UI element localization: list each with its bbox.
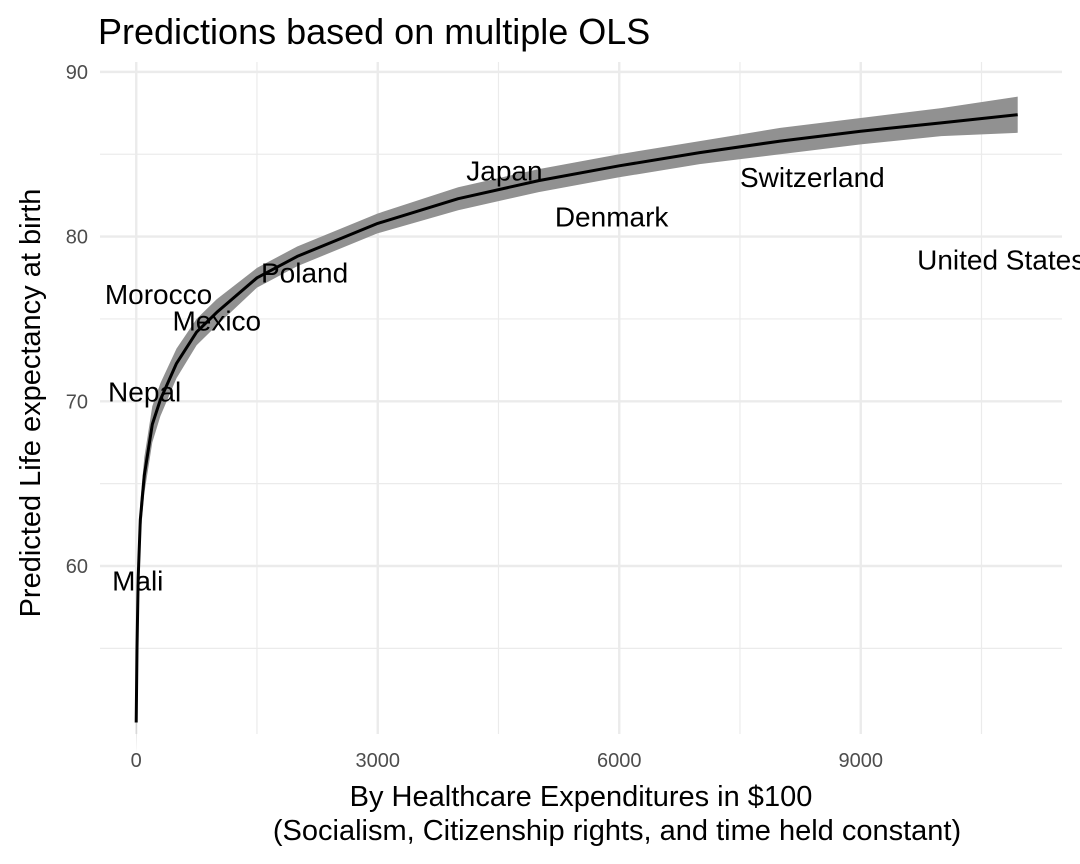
country-label: Switzerland — [740, 162, 885, 193]
y-axis-title: Predicted Life expectancy at birth — [15, 189, 47, 618]
x-axis-title: By Healthcare Expenditures in $100 — [350, 781, 813, 813]
y-tick-label: 60 — [66, 556, 88, 578]
country-label: Morocco — [105, 279, 212, 310]
country-label: United States — [917, 245, 1080, 276]
x-tick-label: 6000 — [597, 750, 642, 772]
country-label: Poland — [261, 258, 348, 289]
x-axis-title-line2: (Socialism, Citizenship rights, and time… — [273, 815, 961, 847]
country-label: Japan — [466, 156, 542, 187]
chart-title: Predictions based on multiple OLS — [98, 11, 650, 52]
y-tick-label: 70 — [66, 391, 88, 413]
label-layer: Japan Switzerland Denmark United States Pola… — [105, 156, 1080, 597]
ribbon-layer — [136, 96, 1018, 756]
tick-layer: 0 3000 6000 9000 60 70 80 90 — [66, 62, 883, 772]
prediction-line — [134, 113, 1018, 723]
country-label: Nepal — [108, 376, 181, 407]
country-label: Mexico — [172, 305, 261, 336]
country-label: Mali — [112, 566, 163, 597]
y-tick-label: 90 — [66, 62, 88, 84]
x-tick-label: 3000 — [355, 750, 400, 772]
y-tick-label: 80 — [66, 227, 88, 249]
confidence-ribbon — [136, 96, 1018, 756]
line-layer — [134, 113, 1018, 723]
country-label: Denmark — [555, 202, 670, 233]
x-tick-label: 0 — [131, 750, 142, 772]
x-tick-label: 9000 — [838, 750, 883, 772]
